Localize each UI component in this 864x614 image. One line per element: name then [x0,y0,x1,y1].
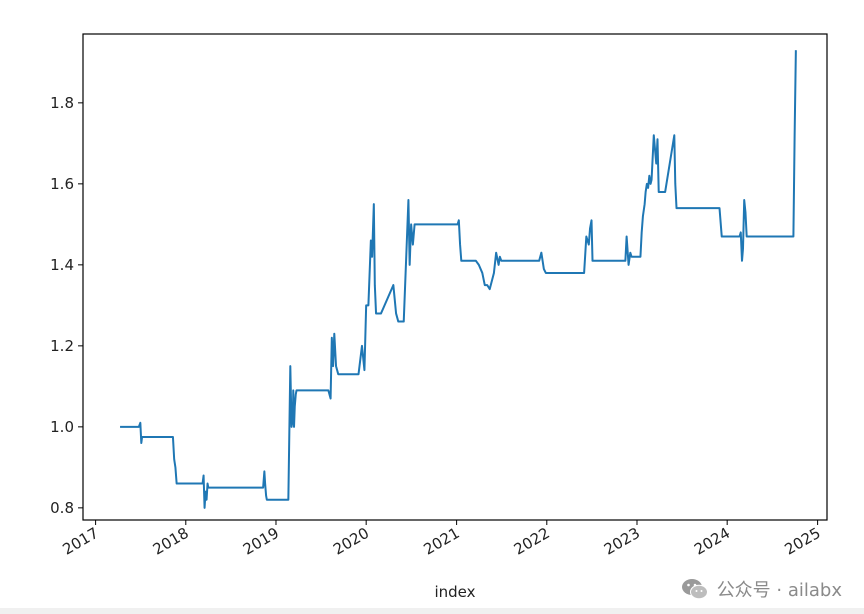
y-tick-label: 0.8 [50,499,74,517]
x-tick-label: 2023 [601,524,643,559]
wechat-icon [681,579,708,600]
x-tick-label: 2025 [782,524,824,559]
x-axis-title: index [434,583,475,601]
x-tick-label: 2021 [421,524,463,559]
x-tick-label: 2024 [691,524,733,559]
y-tick-label: 1.0 [50,418,74,436]
x-tick-label: 2020 [330,524,372,559]
x-tick-label: 2019 [240,524,282,559]
y-tick-label: 1.6 [50,175,74,193]
y-tick-label: 1.2 [50,337,74,355]
plot-frame [82,33,828,521]
y-tick-label: 1.4 [50,256,74,274]
y-tick-label: 1.8 [50,94,74,112]
watermark-text: 公众号 · ailabx [716,580,842,601]
bottom-strip [0,608,864,614]
x-tick-label: 2017 [60,524,102,559]
series-line [120,50,797,509]
watermark: 公众号 · ailabx [681,576,842,602]
x-tick-label: 2018 [150,524,192,559]
x-tick-label: 2022 [511,524,553,559]
